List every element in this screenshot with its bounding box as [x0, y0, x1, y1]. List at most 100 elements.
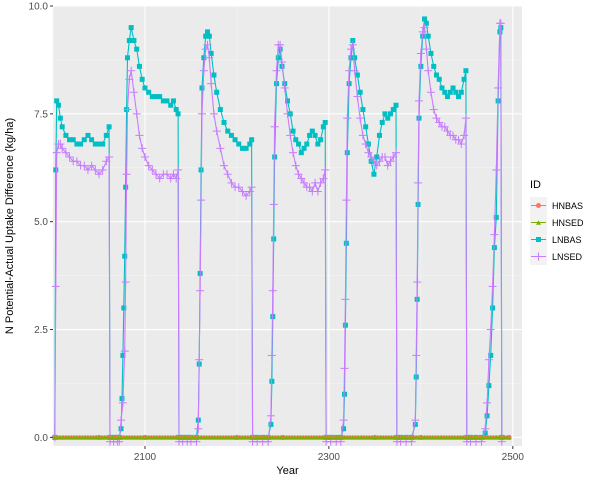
data-point — [428, 50, 434, 56]
data-point — [484, 355, 493, 364]
data-point — [78, 141, 84, 147]
data-point — [146, 89, 152, 95]
data-point — [81, 137, 87, 143]
data-point — [172, 174, 181, 183]
data-point — [125, 75, 134, 84]
legend-item-lnbas: LNBAS — [530, 231, 582, 248]
data-point — [289, 148, 298, 157]
data-point — [203, 33, 209, 39]
data-point — [361, 140, 370, 149]
data-point — [225, 128, 231, 134]
data-point — [272, 66, 281, 75]
data-point — [304, 141, 310, 147]
data-point — [379, 119, 385, 125]
data-point — [227, 178, 236, 187]
data-point — [340, 364, 349, 373]
x-tick-label: 2500 — [502, 452, 525, 463]
data-point — [348, 55, 354, 61]
data-point — [121, 305, 127, 311]
legend: ID HNBAS HNSED LNBAS LNSED — [530, 179, 584, 265]
data-point — [212, 127, 221, 136]
data-point — [348, 40, 357, 49]
data-point — [354, 72, 360, 78]
data-point — [201, 45, 210, 54]
legend-label: HNBAS — [552, 201, 583, 211]
data-point — [280, 83, 289, 92]
y-tick-label: 7.5 — [34, 109, 48, 120]
data-point — [144, 161, 153, 170]
data-point — [118, 426, 124, 432]
data-point — [149, 94, 155, 100]
data-point — [371, 171, 377, 177]
data-point — [385, 115, 391, 121]
data-point — [458, 89, 464, 95]
data-point — [312, 132, 318, 138]
y-tick-label: 5.0 — [34, 217, 48, 228]
data-point — [382, 111, 388, 117]
data-point — [383, 161, 392, 170]
data-point — [357, 89, 363, 95]
data-point — [422, 45, 431, 54]
data-point — [94, 170, 103, 179]
data-point — [456, 94, 462, 100]
data-point — [300, 178, 309, 187]
data-point — [376, 132, 382, 138]
data-point — [268, 421, 274, 427]
legend-title: ID — [530, 179, 541, 191]
data-point — [341, 426, 347, 432]
data-point — [482, 430, 488, 436]
data-point — [321, 165, 330, 174]
data-point — [138, 144, 147, 153]
data-point — [175, 111, 181, 117]
data-point — [140, 152, 149, 161]
data-point — [160, 98, 166, 104]
data-point — [249, 137, 255, 143]
data-point — [169, 170, 178, 179]
data-point — [247, 183, 256, 192]
axis-ticks — [50, 5, 514, 449]
data-point — [155, 174, 164, 183]
data-point — [290, 128, 296, 134]
data-point — [148, 165, 157, 174]
data-point — [217, 107, 223, 113]
data-point — [243, 145, 249, 151]
data-point — [461, 114, 470, 123]
data-point — [127, 66, 136, 75]
data-point — [232, 137, 238, 143]
data-point — [483, 398, 492, 407]
data-point — [425, 33, 431, 39]
data-point — [135, 131, 144, 140]
data-point — [70, 137, 76, 143]
data-point — [117, 416, 126, 425]
data-point — [153, 94, 159, 100]
data-point — [168, 102, 174, 108]
data-point — [65, 152, 74, 161]
series-lnsed-markers — [50, 19, 506, 446]
legend-key-marker — [534, 252, 543, 261]
data-point — [488, 282, 497, 291]
data-point — [58, 144, 67, 153]
data-point — [457, 140, 466, 149]
data-point — [220, 161, 229, 170]
data-point — [412, 421, 418, 427]
data-point — [375, 157, 384, 166]
data-point — [206, 33, 212, 39]
data-point — [89, 137, 95, 143]
data-point — [393, 102, 399, 108]
data-point — [453, 89, 459, 95]
x-tick-label: 2100 — [134, 452, 157, 463]
data-point — [121, 278, 130, 287]
data-point — [142, 85, 148, 91]
data-point — [346, 45, 355, 54]
data-point — [341, 295, 350, 304]
data-point — [305, 183, 314, 192]
legend-label: HNSED — [552, 218, 584, 228]
data-point — [59, 124, 65, 130]
data-point — [439, 85, 445, 91]
data-point — [442, 89, 448, 95]
data-point — [98, 165, 107, 174]
data-point — [412, 351, 421, 360]
data-point — [63, 132, 69, 138]
data-point — [301, 145, 307, 151]
minor-gridlines — [52, 6, 522, 446]
